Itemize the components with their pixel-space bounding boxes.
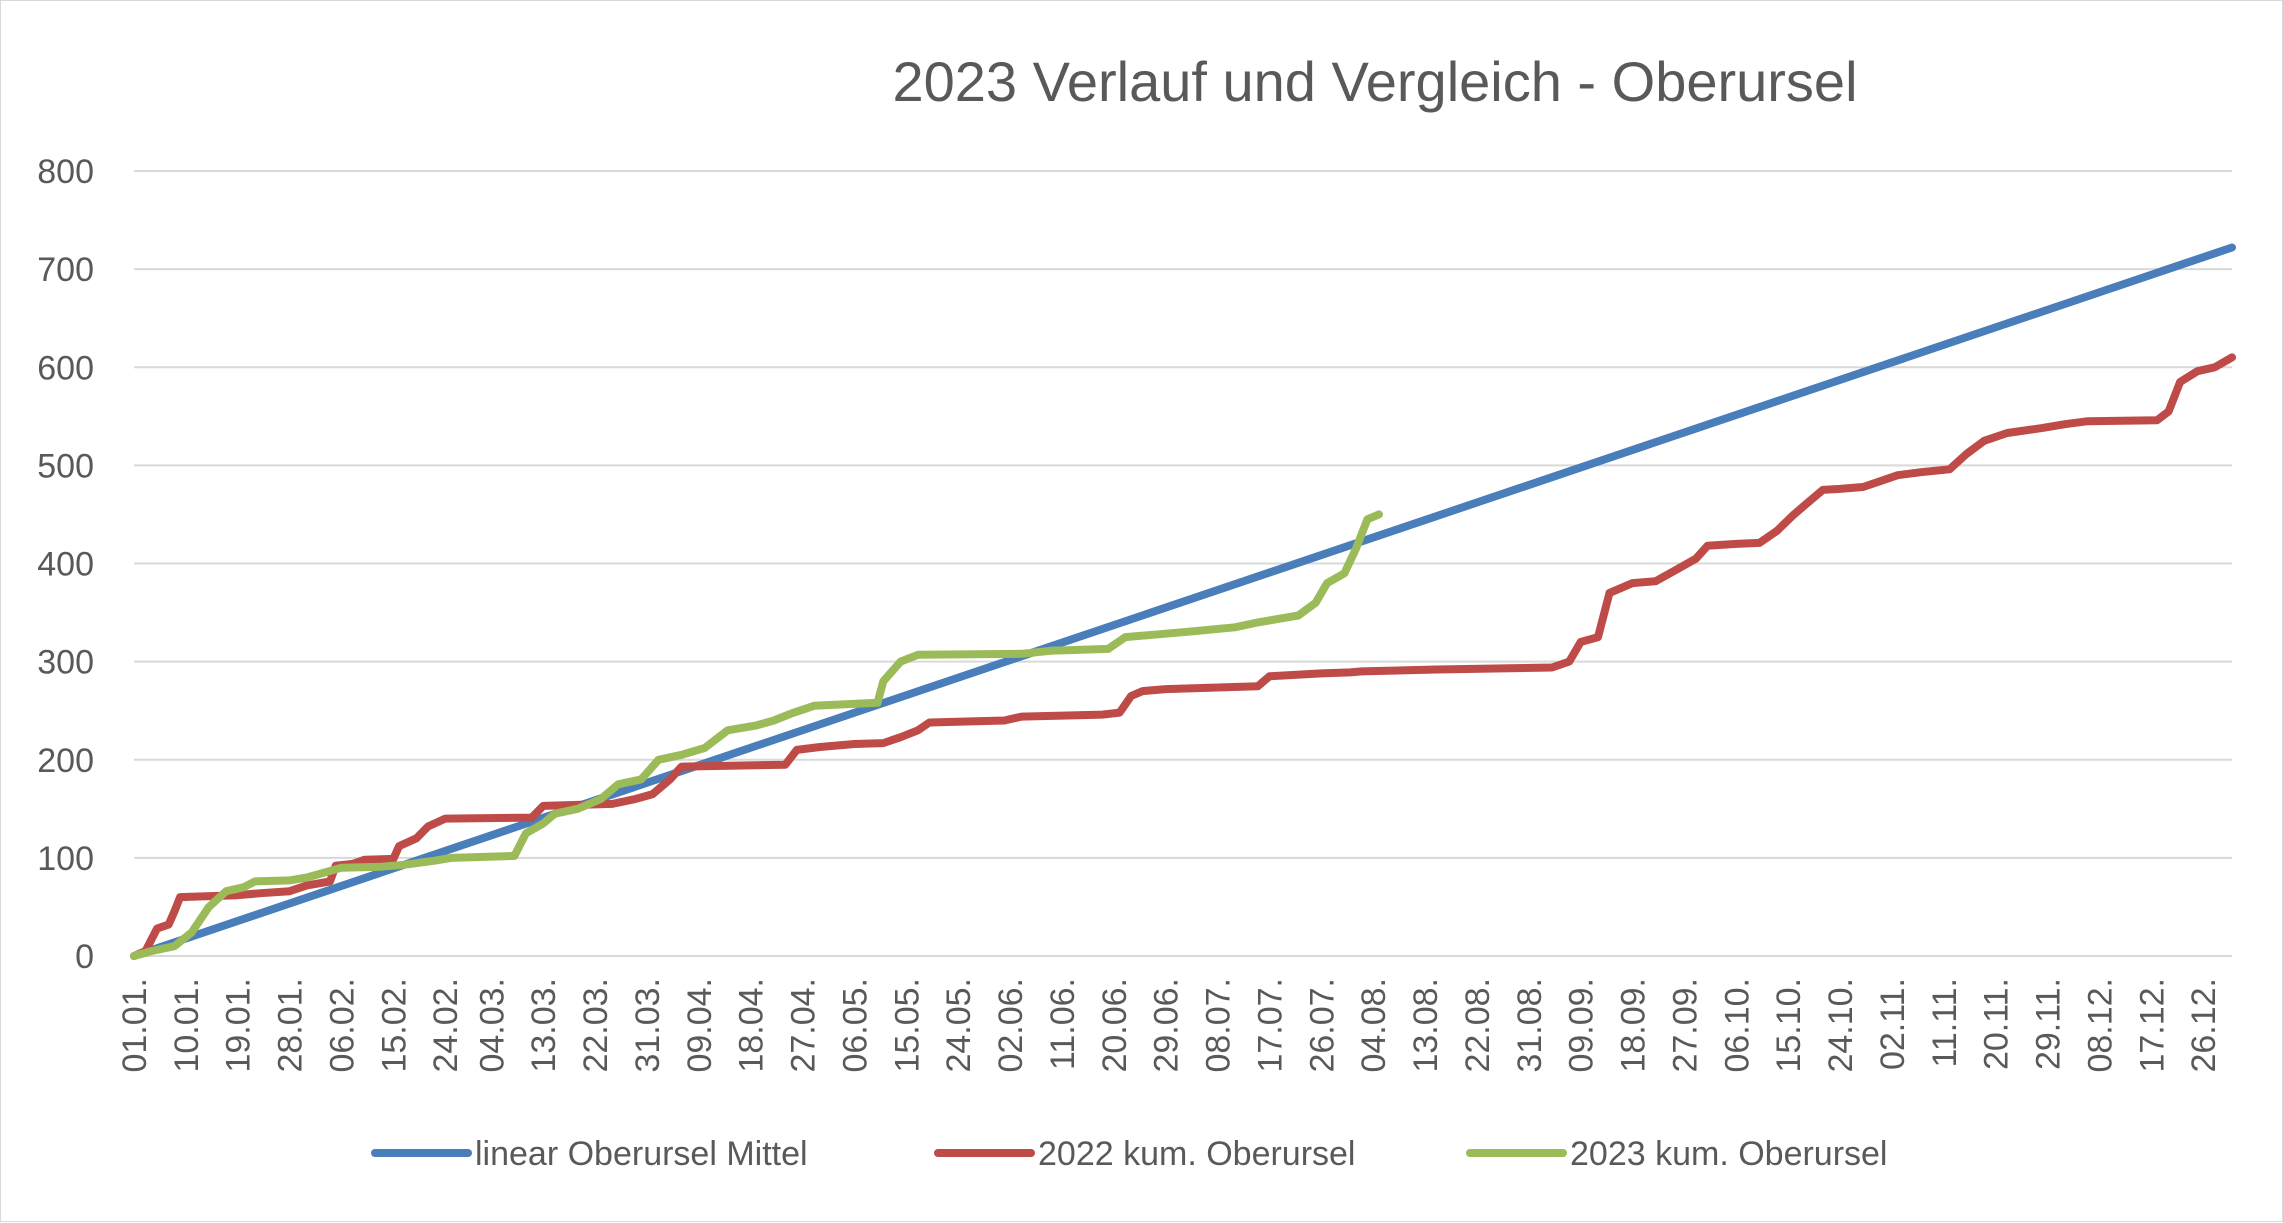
x-tick-label: 22.03. (577, 978, 615, 1073)
x-axis-ticks: 01.01. 10.01. 19.01. 28.01. 06.02. 15.02. 24.0… (116, 978, 2223, 1073)
x-tick-label: 31.08. (1511, 978, 1549, 1073)
y-tick-label: 800 (37, 153, 94, 191)
series-line-3 (130, 510, 1383, 960)
x-tick-label: 28.01. (272, 978, 310, 1073)
legend-label-3: 2023 kum. Oberursel (1570, 1135, 1888, 1173)
x-tick-label: 10.01. (168, 978, 206, 1073)
x-tick-label: 02.11. (1874, 978, 1912, 1070)
x-tick-label: 19.01. (220, 978, 258, 1073)
x-tick-label: 20.11. (1978, 978, 2016, 1070)
y-tick-label: 400 (37, 546, 94, 584)
x-tick-label: 18.09. (1615, 978, 1653, 1073)
x-tick-label: 11.11. (1926, 978, 1964, 1067)
x-tick-label: 15.10. (1770, 978, 1808, 1073)
x-tick-label: 27.04. (785, 978, 823, 1073)
x-tick-label: 24.05. (940, 978, 978, 1073)
y-tick-label: 600 (37, 349, 94, 387)
y-tick-label: 500 (37, 447, 94, 485)
x-tick-label: 09.04. (681, 978, 719, 1073)
chart-title: 2023 Verlauf und Vergleich - Oberursel (892, 50, 1857, 113)
x-tick-label: 11.06. (1044, 978, 1082, 1070)
y-tick-label: 100 (37, 840, 94, 878)
gridlines (134, 170, 2232, 957)
series-lines (130, 243, 2236, 960)
x-tick-label: 08.12. (2081, 978, 2119, 1073)
x-tick-label: 09.09. (1563, 978, 1601, 1073)
y-tick-label: 300 (37, 644, 94, 682)
x-tick-label: 24.02. (427, 978, 465, 1073)
x-tick-label: 18.04. (733, 978, 771, 1073)
x-tick-label: 04.03. (473, 978, 511, 1073)
x-tick-label: 01.01. (116, 978, 154, 1073)
x-tick-label: 02.06. (992, 978, 1030, 1073)
x-tick-label: 20.06. (1096, 978, 1134, 1073)
x-tick-label: 17.12. (2133, 978, 2171, 1073)
y-tick-label: 0 (75, 938, 94, 976)
x-tick-label: 04.08. (1355, 978, 1393, 1073)
legend-label-2: 2022 kum. Oberursel (1038, 1135, 1356, 1173)
x-tick-label: 06.10. (1718, 978, 1756, 1073)
legend: linear Oberursel Mittel 2022 kum. Oberurs… (371, 1135, 1888, 1173)
x-tick-label: 29.11. (2030, 978, 2068, 1070)
x-tick-label: 17.07. (1251, 978, 1289, 1073)
x-tick-label: 15.02. (375, 978, 413, 1073)
x-tick-label: 26.12. (2185, 978, 2223, 1073)
series-line-1 (130, 243, 2236, 960)
x-tick-label: 31.03. (629, 978, 667, 1073)
x-tick-label: 08.07. (1200, 978, 1238, 1073)
x-tick-label: 29.06. (1148, 978, 1186, 1073)
x-tick-label: 26.07. (1303, 978, 1341, 1073)
x-tick-label: 06.02. (323, 978, 361, 1073)
x-tick-label: 22.08. (1459, 978, 1497, 1073)
series-line-2 (130, 353, 2236, 960)
x-tick-label: 24.10. (1822, 978, 1860, 1073)
legend-label-1: linear Oberursel Mittel (475, 1135, 808, 1173)
y-tick-label: 200 (37, 742, 94, 780)
x-tick-label: 15.05. (888, 978, 926, 1073)
y-axis-ticks: 0 100 200 300 400 500 600 700 800 (37, 153, 94, 976)
x-tick-label: 27.09. (1666, 978, 1704, 1073)
x-tick-label: 13.08. (1407, 978, 1445, 1073)
x-tick-label: 06.05. (836, 978, 874, 1073)
y-tick-label: 700 (37, 251, 94, 289)
x-tick-label: 13.03. (525, 978, 563, 1073)
